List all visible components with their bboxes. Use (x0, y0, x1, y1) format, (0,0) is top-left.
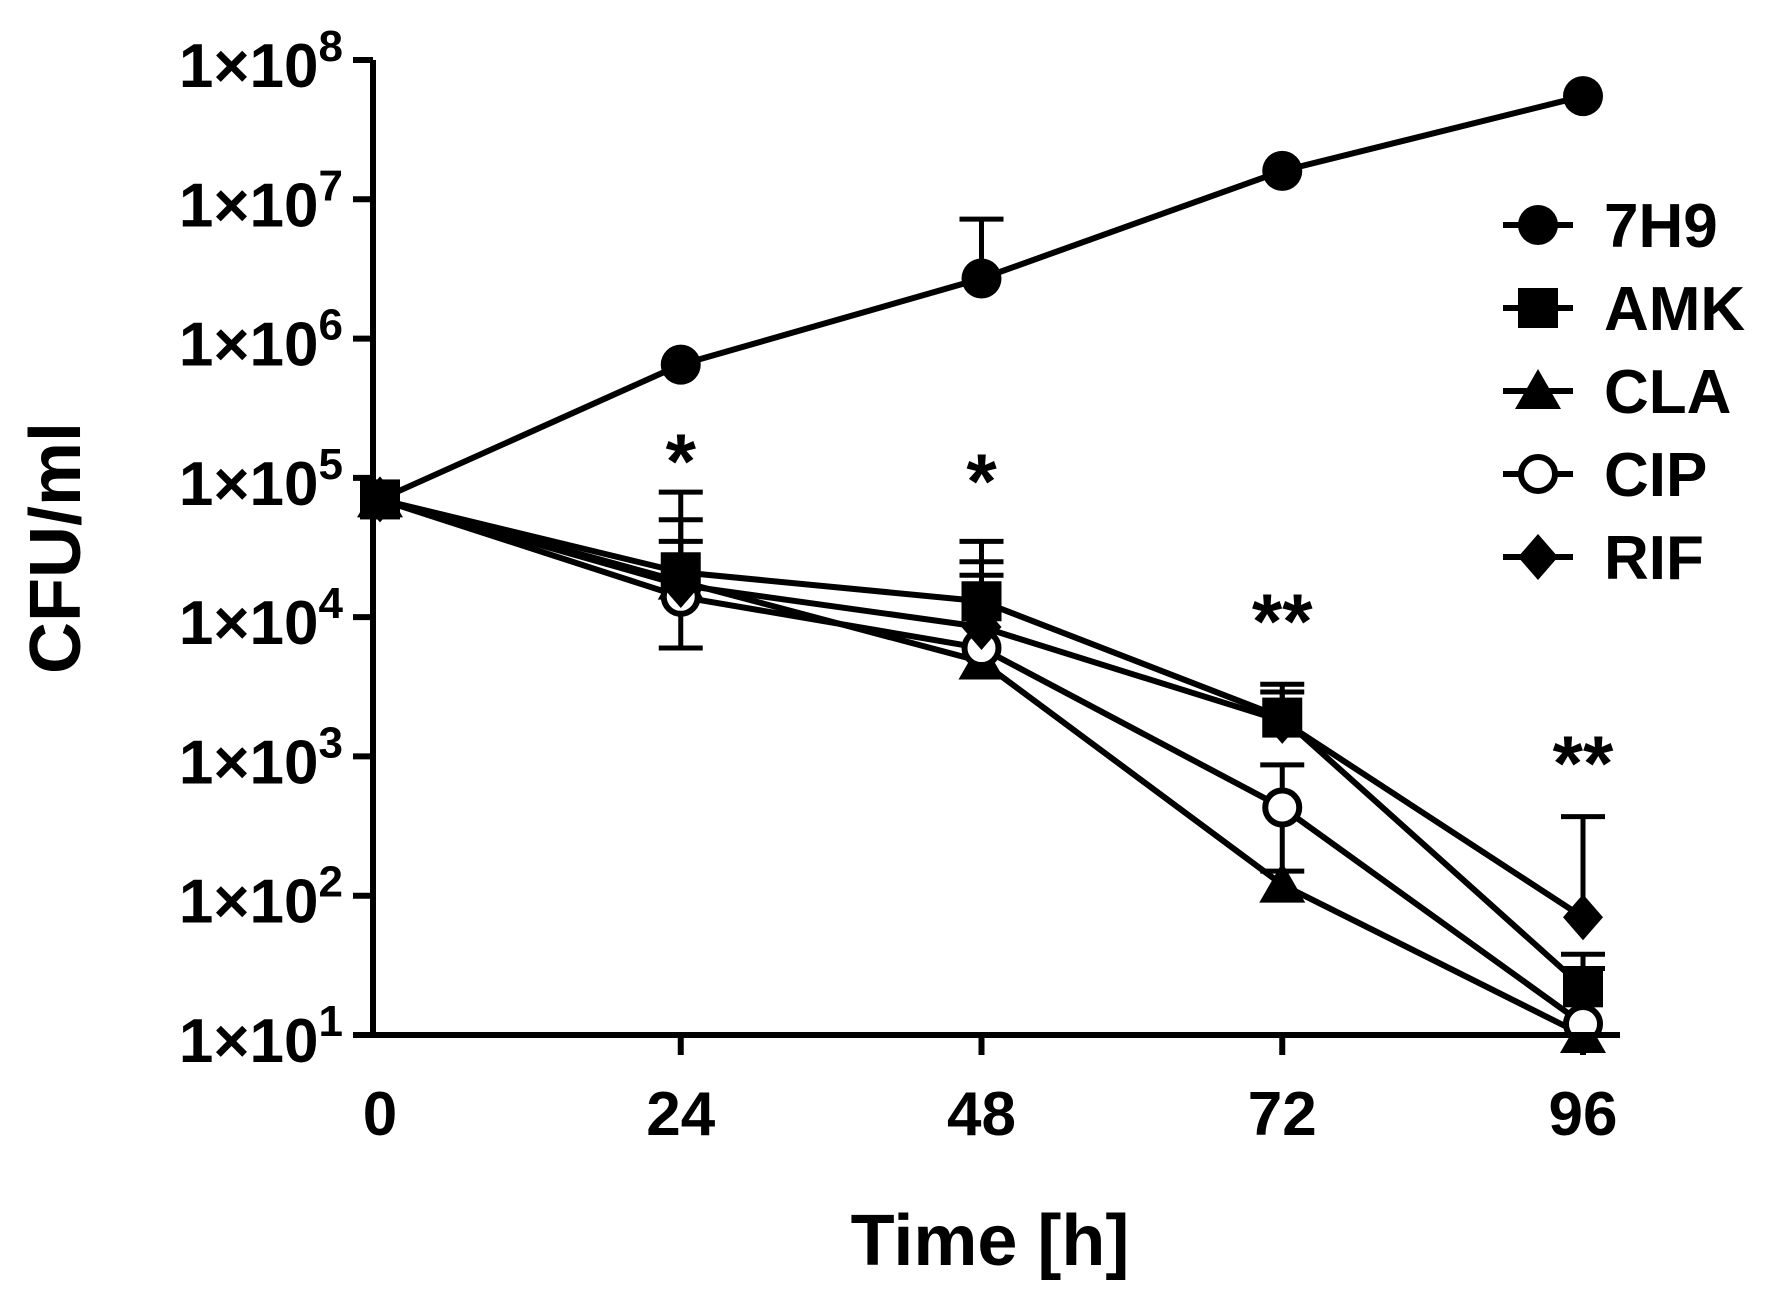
x-axis-title: Time [h] (851, 1201, 1130, 1281)
y-tick-label: 1×101 (179, 997, 343, 1076)
y-tick-label: 1×106 (179, 301, 343, 380)
significance-annotation: ** (1553, 719, 1614, 807)
y-tick-label: 1×103 (179, 718, 343, 797)
significance-annotation: * (666, 417, 697, 505)
y-tick-label: 1×102 (179, 858, 343, 937)
data-point (1563, 967, 1603, 1008)
legend-label: RIF (1604, 524, 1704, 593)
x-tick-label: 24 (646, 1080, 715, 1149)
data-point (1262, 150, 1303, 191)
legend-marker (1518, 454, 1558, 494)
plot-area: * ***** (357, 76, 1614, 1053)
legend-marker (1518, 534, 1558, 580)
y-axis-title: CFU/ml (16, 422, 96, 674)
data-point (660, 562, 701, 609)
legend-label: CIP (1604, 441, 1707, 510)
significance-annotation: ** (1252, 577, 1313, 665)
y-tick-label: 1×105 (179, 440, 343, 519)
data-point (961, 258, 1002, 299)
y-tick-label: 1×104 (179, 579, 344, 658)
legend-label: 7H9 (1604, 192, 1718, 261)
legend-marker (1518, 205, 1558, 245)
x-tick-label: 72 (1248, 1080, 1317, 1149)
axes: 1×101 1×102 1×103 1×104 1×105 1×106 1×107 1×108… (179, 22, 1620, 1149)
legend-marker (1515, 369, 1561, 409)
legend: 7H9 AMK CLA CIP RIF (1503, 192, 1745, 593)
data-point (1259, 862, 1306, 903)
data-point (1563, 894, 1603, 941)
x-tick-label: 0 (363, 1080, 397, 1149)
x-tick-label: 96 (1549, 1080, 1618, 1149)
legend-label: AMK (1604, 275, 1745, 344)
data-point (1563, 76, 1603, 117)
data-point (1262, 787, 1303, 828)
legend-label: CLA (1604, 358, 1731, 427)
legend-marker (1518, 288, 1558, 328)
y-tick-label: 1×108 (179, 22, 343, 101)
y-tick-label: 1×107 (179, 161, 343, 240)
x-tick-label: 48 (947, 1080, 1016, 1149)
data-point (660, 344, 701, 385)
data-point (1262, 697, 1303, 744)
data-point (961, 603, 1002, 650)
significance-annotation: * (966, 437, 997, 525)
